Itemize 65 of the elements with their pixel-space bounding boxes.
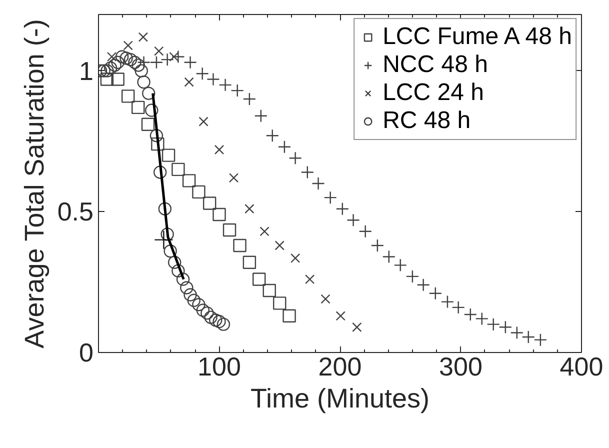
point — [202, 196, 216, 210]
point — [154, 46, 164, 56]
point — [212, 208, 226, 222]
point — [290, 253, 300, 263]
point — [138, 32, 148, 42]
point — [274, 240, 284, 250]
point — [123, 40, 133, 50]
point — [304, 274, 315, 284]
point — [111, 72, 124, 86]
point — [262, 284, 276, 298]
x-tick-label: 200 — [318, 352, 362, 382]
x-tick-label: 100 — [198, 352, 241, 382]
point — [141, 118, 155, 131]
point — [120, 52, 133, 65]
point — [320, 294, 330, 304]
y-axis-title: Average Total Saturation (-) — [19, 19, 50, 348]
point — [154, 230, 174, 250]
point — [192, 185, 206, 199]
y-tick-label: 0 — [79, 338, 94, 368]
point — [182, 174, 196, 188]
y-tick-label: 1 — [79, 56, 94, 86]
point — [184, 288, 197, 302]
point — [145, 104, 158, 117]
point — [242, 256, 256, 269]
point — [252, 272, 266, 286]
point — [106, 52, 117, 62]
point — [137, 76, 150, 89]
point — [151, 137, 164, 151]
point — [282, 309, 296, 322]
point — [172, 162, 185, 176]
point — [164, 244, 177, 258]
point — [187, 294, 200, 307]
legend-label: LCC Fume A 48 h — [382, 23, 572, 51]
legend-label: RC 48 h — [382, 107, 471, 135]
point — [153, 166, 167, 179]
point — [222, 223, 236, 237]
x-tick-label: 400 — [560, 352, 604, 382]
point — [134, 64, 148, 78]
point — [184, 77, 194, 87]
point — [132, 100, 145, 114]
point — [244, 204, 254, 214]
x-axis-title: Time (Minutes) — [250, 384, 430, 414]
point — [142, 86, 156, 100]
point — [196, 304, 210, 317]
point — [162, 148, 176, 162]
legend-label: NCC 48 h — [382, 51, 488, 79]
point — [180, 281, 194, 294]
point — [273, 296, 286, 310]
point — [352, 322, 362, 332]
point — [212, 314, 226, 328]
point — [214, 144, 224, 155]
point — [192, 298, 206, 312]
point — [336, 311, 346, 321]
point — [176, 272, 190, 286]
point — [228, 173, 239, 183]
point — [260, 226, 270, 236]
point — [216, 318, 230, 331]
legend-label: LCC 24 h — [382, 79, 484, 107]
point — [233, 238, 246, 252]
x-tick-label: 300 — [439, 352, 482, 382]
point — [100, 72, 114, 86]
point — [158, 202, 172, 216]
y-tick-label: 0.5 — [57, 196, 94, 227]
point — [198, 116, 208, 126]
point — [121, 90, 135, 103]
